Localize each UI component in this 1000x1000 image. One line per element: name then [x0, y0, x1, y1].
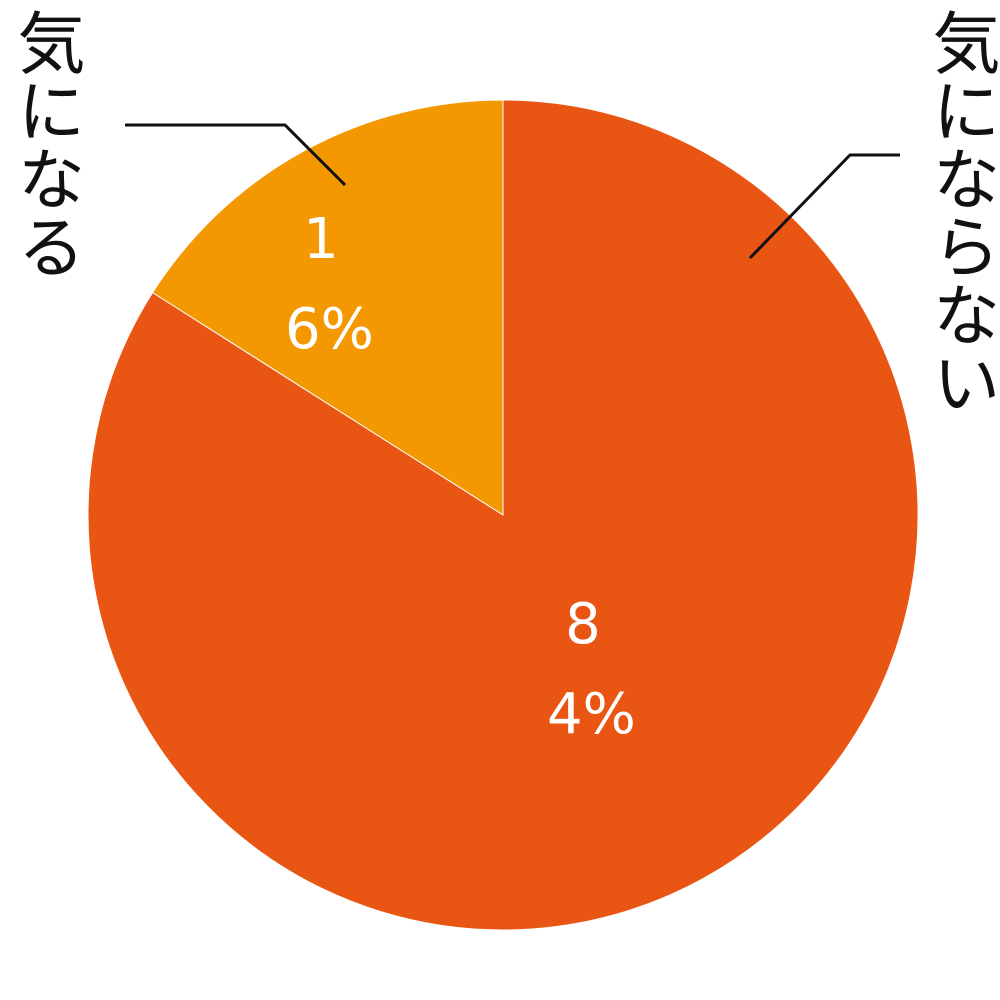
leader-line: [748, 153, 900, 260]
pie-slice: [87, 99, 919, 931]
value-label: 84%: [547, 592, 636, 747]
category-label: 気にならない: [920, 8, 999, 416]
leader-line: [125, 123, 347, 187]
category-label: 気になる: [5, 8, 84, 280]
pie-slice: [151, 99, 504, 516]
value-label: 16%: [285, 207, 374, 362]
